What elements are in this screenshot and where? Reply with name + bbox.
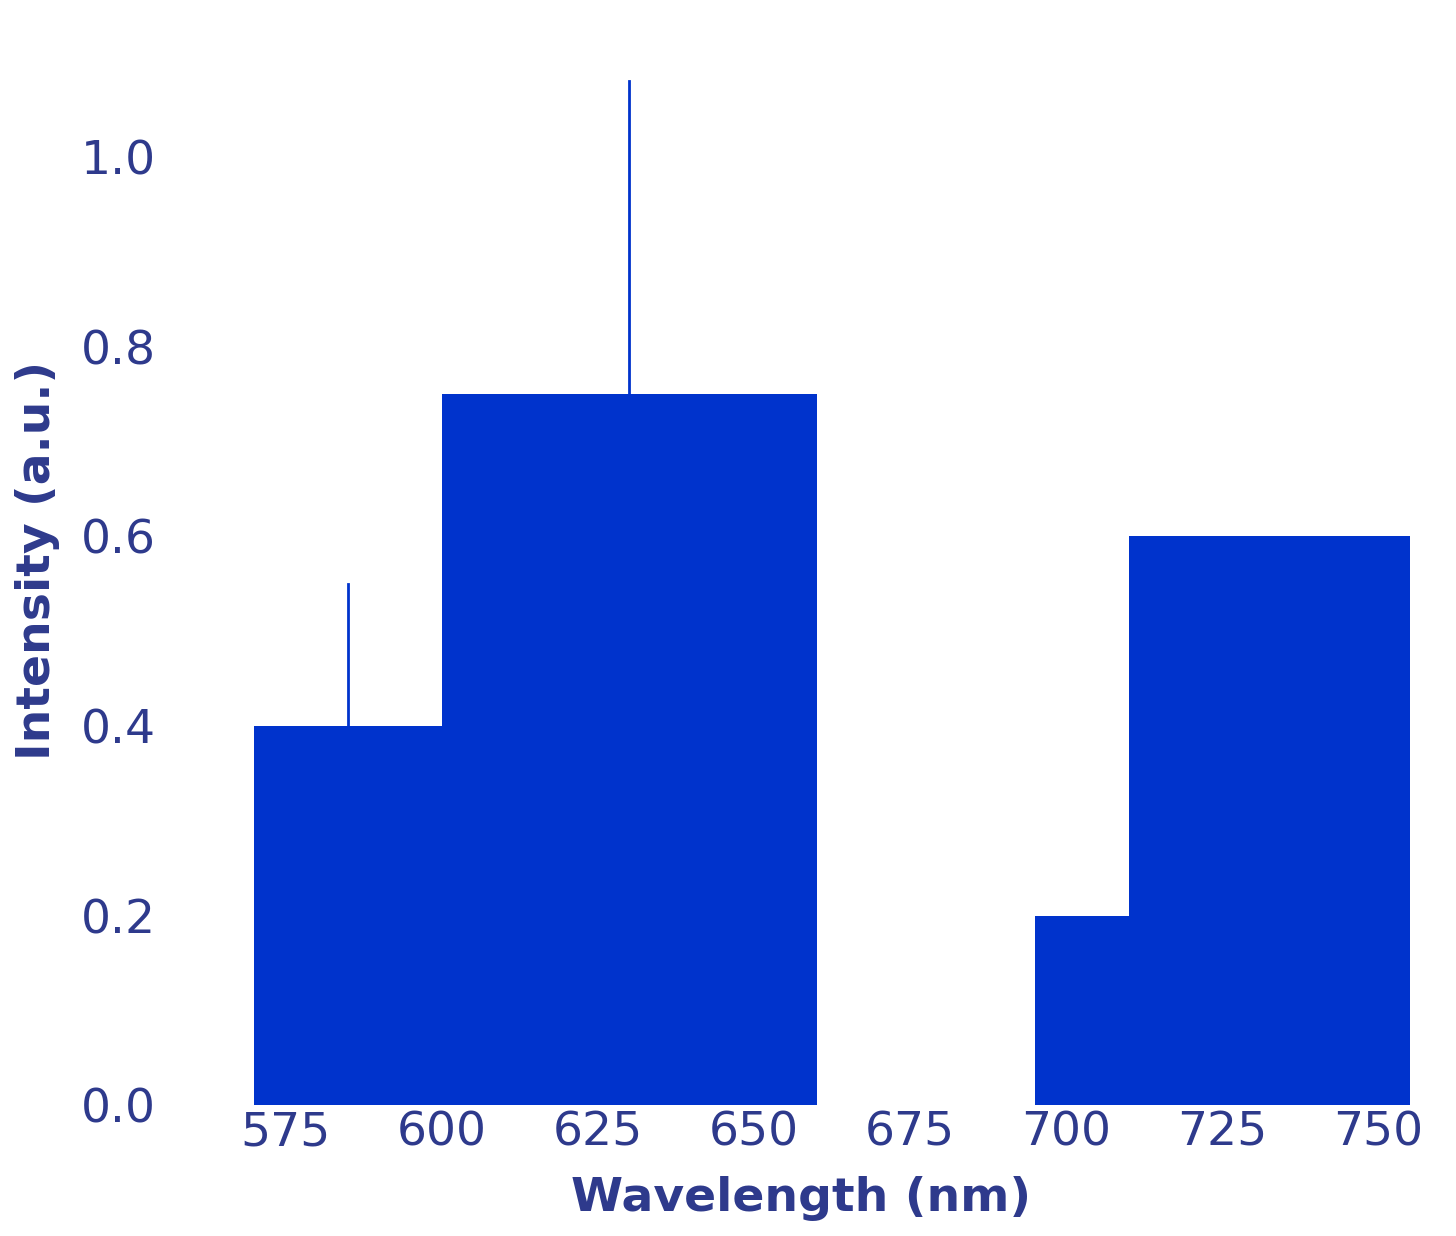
Bar (255, 726, 441, 1105)
Bar (1035, 916, 1128, 1105)
Bar (1128, 536, 1409, 1105)
Bar (441, 394, 817, 1105)
X-axis label: Wavelength (nm): Wavelength (nm) (571, 1175, 1031, 1221)
Y-axis label: Intensity (a.u.): Intensity (a.u.) (15, 361, 60, 760)
